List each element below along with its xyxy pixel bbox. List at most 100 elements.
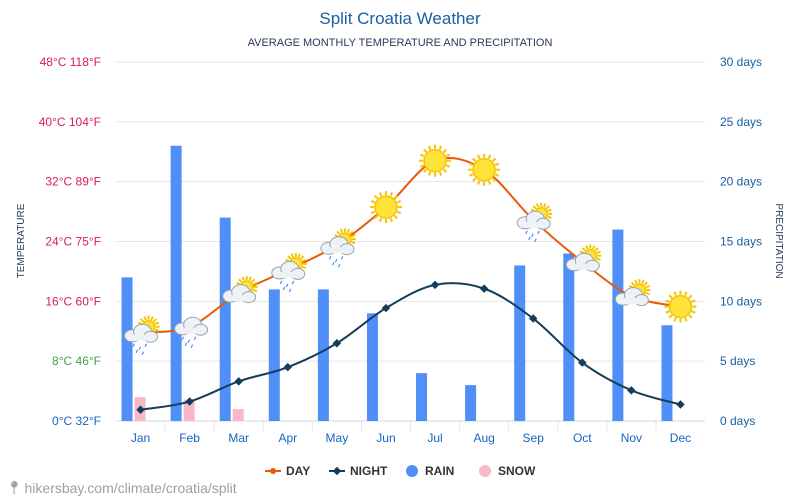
rain-drop	[291, 280, 295, 285]
sun-ray	[427, 145, 432, 151]
sun-ray	[143, 316, 147, 321]
rain-drop	[132, 343, 136, 348]
cloud-base	[323, 247, 350, 254]
night-point	[578, 358, 587, 367]
rain-drop	[525, 230, 528, 235]
legend-item-snow: SNOW	[479, 464, 536, 478]
sun-ray	[684, 291, 688, 296]
right-tick-label: 20 days	[720, 175, 762, 189]
legend-rain-marker-icon	[406, 465, 418, 477]
month-label: Apr	[278, 431, 297, 445]
night-point	[234, 377, 243, 386]
sun-ray	[668, 294, 673, 299]
left-tick-label: 16°C 60°F	[45, 294, 101, 308]
month-label: Jun	[376, 431, 395, 445]
rain-bar	[268, 289, 280, 421]
sun-ray	[442, 168, 448, 173]
partly-cloudy-rain-icon	[320, 228, 356, 268]
rain-drop	[187, 339, 191, 344]
sun-ray	[370, 200, 376, 204]
night-point	[528, 314, 538, 323]
sun-ray	[468, 162, 474, 167]
partly-cloudy-rain-icon	[124, 315, 160, 356]
right-tick-label: 15 days	[720, 235, 762, 249]
sun-icon	[468, 153, 501, 186]
sun-ray	[250, 278, 256, 283]
cloud-base	[225, 295, 252, 302]
cloud-base	[177, 327, 204, 334]
rain-bar	[612, 229, 624, 421]
legend-night-marker-icon	[332, 466, 342, 476]
sun-ray	[668, 314, 673, 319]
rain-bar	[416, 373, 428, 421]
sun-ray	[442, 148, 448, 153]
right-tick-label: 5 days	[720, 354, 755, 368]
sun-ray	[665, 310, 670, 314]
month-label: Jul	[427, 431, 442, 445]
chart-subtitle: AVERAGE MONTHLY TEMPERATURE AND PRECIPIT…	[248, 37, 553, 49]
sun-icon	[419, 144, 452, 177]
rain-bar	[219, 217, 231, 421]
sun-ray	[423, 148, 428, 153]
left-tick-label: 48°C 118°F	[40, 55, 101, 69]
sun-ray	[532, 205, 537, 210]
legend-label: RAIN	[425, 464, 454, 478]
legend-item-day: DAY	[265, 464, 310, 478]
sun-ray	[445, 153, 451, 158]
month-label: Nov	[621, 431, 642, 445]
legend-day-marker-icon	[270, 468, 276, 474]
sun-ray	[630, 281, 636, 286]
legend-label: SNOW	[498, 464, 536, 478]
sun-ray	[665, 299, 670, 303]
legend-item-rain: RAIN	[406, 464, 454, 478]
right-tick-label: 10 days	[720, 294, 762, 308]
sun-ray	[581, 247, 587, 252]
sun-disc	[472, 157, 496, 182]
rain-bar	[317, 289, 329, 421]
sun-ray	[688, 314, 693, 319]
sun-ray	[641, 279, 645, 285]
left-tick-label: 0°C 32°F	[52, 414, 101, 428]
sun-ray	[287, 255, 292, 260]
sun-ray	[350, 234, 356, 238]
sun-ray	[643, 281, 648, 286]
sun-ray	[634, 279, 638, 285]
sun-ray	[419, 153, 425, 158]
left-tick-label: 24°C 75°F	[45, 235, 101, 249]
cloud-base	[618, 298, 645, 305]
night-point	[479, 284, 489, 293]
sun-ray	[378, 217, 383, 223]
rain-bar	[366, 313, 378, 421]
legend: DAY NIGHT RAIN SNOW	[265, 464, 536, 478]
sun-ray	[487, 180, 492, 185]
legend-item-night: NIGHT	[329, 464, 388, 478]
sun-ray	[691, 310, 696, 314]
sun-icon	[369, 191, 402, 224]
cloud-base	[127, 334, 154, 341]
cloud-base	[569, 263, 596, 270]
month-label: May	[326, 431, 349, 445]
sun-ray	[248, 276, 252, 282]
sun-ray	[487, 154, 492, 159]
rain-drop	[285, 283, 289, 288]
rain-drop	[138, 346, 142, 351]
sun-disc	[374, 195, 398, 219]
rain-drop	[328, 255, 332, 260]
lines-layer	[136, 157, 685, 415]
sun-ray	[389, 191, 394, 197]
sun-ray	[596, 250, 601, 254]
partly-cloudy-rain-icon	[271, 252, 307, 293]
rain-drop	[184, 342, 188, 347]
sun-ray	[152, 318, 158, 323]
night-point	[430, 280, 440, 290]
sun-ray	[494, 162, 500, 167]
sun-icon	[664, 290, 697, 323]
month-label: Aug	[473, 431, 494, 445]
sun-ray	[472, 157, 477, 162]
footer-link[interactable]: 📍︎ hikersbay.com/climate/croatia/split	[6, 480, 237, 496]
sun-ray	[592, 245, 596, 250]
sun-ray	[673, 291, 677, 296]
sun-ray	[252, 288, 258, 293]
sun-ray	[438, 145, 443, 151]
